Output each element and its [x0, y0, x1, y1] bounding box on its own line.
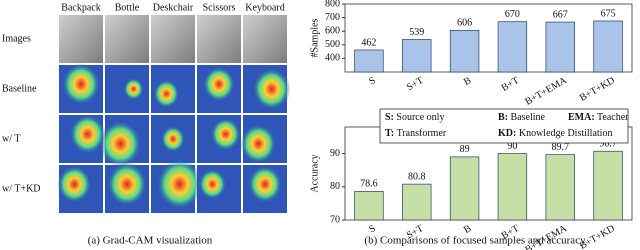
value-label: 667 [553, 9, 568, 20]
value-label: 675 [601, 8, 616, 19]
x-tick-label: S+T [405, 75, 425, 93]
y-tick-label: 800 [325, 0, 340, 9]
row-label: w/ T+KD [2, 183, 41, 194]
heatmap-spot [203, 66, 235, 102]
legend-entry: B: Baseline [498, 112, 545, 123]
column-label: Keyboard [245, 2, 284, 13]
legend-entry: EMA: Teacher [568, 112, 629, 123]
legend-entry: T: Transformer [385, 128, 447, 139]
column-label: Backpack [61, 2, 100, 13]
y-tick-label: 700 [325, 12, 340, 23]
y-tick-label: 400 [325, 53, 340, 64]
y-tick-label: 70 [330, 214, 340, 225]
value-label: 539 [409, 27, 424, 38]
heatmap-spot [99, 120, 142, 167]
heatmap-spot [156, 158, 203, 210]
x-tick-label: B+T+EMA [523, 75, 569, 108]
value-label: 90.7 [599, 139, 617, 150]
x-tick-label: S [367, 223, 377, 235]
legend-entry: KD: Knowledge Distillation [498, 128, 612, 139]
gradcam-grid: Backpack Bottle Deskchair Scissors Keyboard I… [2, 2, 291, 213]
value-label: 80.8 [408, 171, 426, 182]
y-tick-label: 500 [325, 39, 340, 50]
bar [449, 156, 480, 221]
y-tick-label: 90 [330, 148, 340, 159]
x-tick-label: B+T+KD [578, 75, 617, 104]
bar [402, 39, 432, 73]
value-label: 89.7 [552, 142, 570, 153]
bar [354, 49, 384, 73]
value-label: 78.6 [360, 179, 378, 190]
heatmap-spot [62, 63, 100, 106]
row-label: Images [2, 33, 31, 44]
heatmap-spot [57, 165, 92, 203]
legend-box: S: Source only B: Baseline EMA: Teacher … [379, 108, 629, 144]
bar [497, 153, 528, 221]
value-label: 462 [361, 37, 376, 48]
heatmap-spot [248, 165, 282, 203]
value-label: 670 [505, 9, 520, 20]
heatmap-spot [107, 162, 147, 207]
row-label: w/ T [2, 133, 20, 144]
bar [449, 30, 480, 73]
column-label: Deskchair [153, 2, 194, 13]
heatmap-spot [240, 124, 277, 164]
heatmap-spot [161, 125, 185, 153]
legend-entry: S: Source only [385, 112, 444, 123]
bar [545, 21, 575, 73]
heatmap-spot [252, 68, 291, 110]
legend-frame [379, 108, 629, 144]
bar [593, 150, 623, 221]
column-label: Bottle [115, 2, 140, 13]
y-tick-label: 600 [325, 25, 340, 36]
bar [593, 20, 623, 73]
heatmap-spot [69, 114, 106, 154]
caption-b: (b) Comparisons of focused samples and a… [364, 235, 586, 247]
y-axis-label: Accuracy [309, 154, 320, 192]
value-label: 606 [457, 18, 472, 29]
heatmap-spot [153, 79, 180, 109]
x-tick-label: B [462, 75, 474, 88]
value-label: 90 [507, 141, 517, 152]
y-tick-label: 80 [330, 181, 340, 192]
sample-image [105, 15, 149, 63]
heatmap-spot [210, 117, 241, 151]
row-label: Baseline [2, 83, 37, 94]
sample-image [151, 15, 195, 63]
column-label: Scissors [203, 2, 236, 13]
plot-frame [344, 3, 633, 73]
x-tick-label: B+T [500, 75, 521, 94]
bar [497, 21, 528, 73]
bar [402, 183, 432, 221]
bar [545, 154, 575, 221]
heatmap-spot [123, 78, 144, 100]
heatmap-spot [198, 168, 227, 200]
caption-a: (a) Grad-CAM visualization [88, 235, 213, 247]
x-tick-label: S [367, 75, 377, 87]
sample-image [243, 15, 287, 63]
bar [354, 191, 384, 221]
x-tick-label: B [462, 223, 474, 236]
y-axis-label: #Samples [309, 18, 320, 57]
sample-image [197, 15, 241, 63]
value-label: 89 [460, 144, 470, 155]
sample-image [59, 15, 103, 63]
